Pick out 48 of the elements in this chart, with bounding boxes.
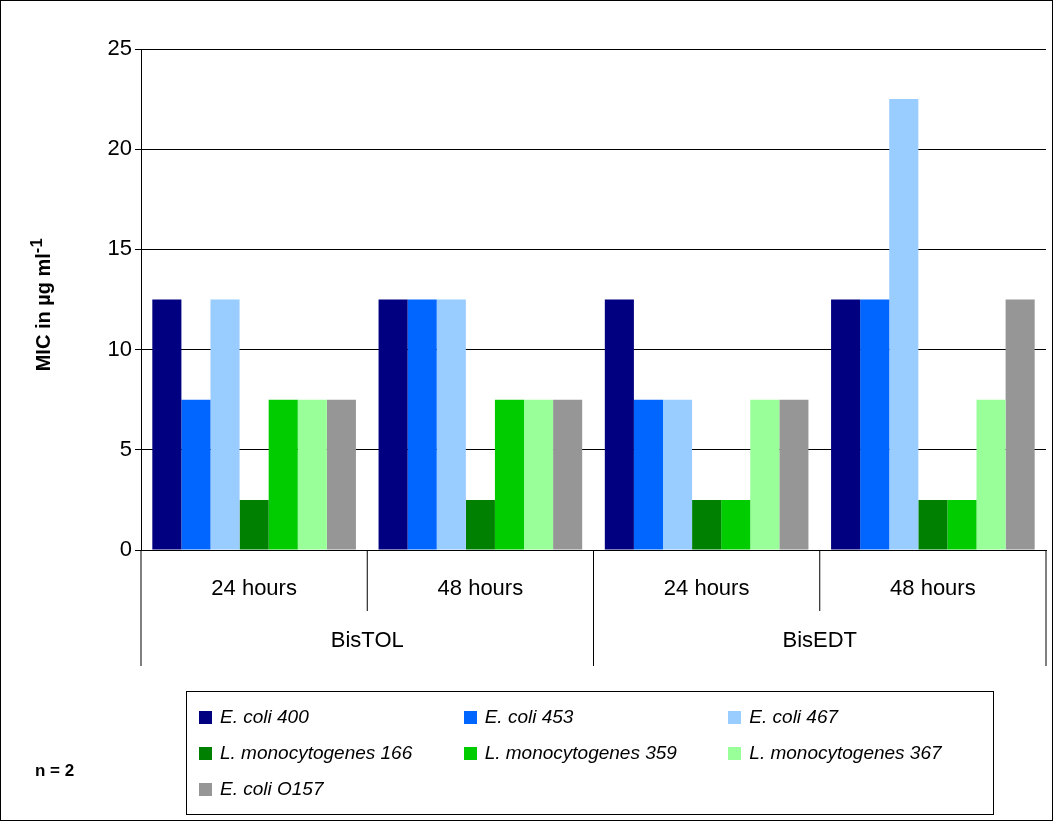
bar xyxy=(181,399,211,550)
text: n = 2 xyxy=(35,761,75,781)
x-tick-label: 48 hours xyxy=(890,575,976,601)
y-tick-label: 25 xyxy=(107,35,132,61)
x-tick-label: 48 hours xyxy=(437,575,524,601)
y-tick-label: 5 xyxy=(119,435,132,461)
bar xyxy=(239,499,269,550)
bar xyxy=(407,299,437,550)
bar xyxy=(268,399,298,550)
bar xyxy=(860,299,890,550)
bar xyxy=(633,399,663,550)
legend-label: E. coli 453 xyxy=(484,706,574,728)
bar xyxy=(152,299,182,550)
text: BisEDT xyxy=(782,627,858,653)
y-tick-label: 10 xyxy=(107,335,132,361)
y-tick-label: 15 xyxy=(107,235,132,261)
x-tick-label: 24 hours xyxy=(211,575,297,601)
bar xyxy=(604,299,634,550)
legend-label: E. coli 467 xyxy=(749,706,839,728)
legend-label: L. monocytogenes 359 xyxy=(484,742,677,764)
bar xyxy=(947,499,977,550)
bar xyxy=(889,99,919,550)
bar xyxy=(662,399,693,550)
legend-label: E. coli 400 xyxy=(220,706,309,728)
bar xyxy=(297,399,327,550)
bar xyxy=(976,399,1006,550)
bar xyxy=(436,299,466,550)
legend-label: L. monocytogenes 367 xyxy=(749,742,942,764)
bar xyxy=(326,399,356,550)
bar xyxy=(831,299,861,550)
bar xyxy=(779,399,809,550)
bar xyxy=(1005,299,1035,550)
bar xyxy=(465,499,495,550)
bar xyxy=(721,499,751,550)
bar xyxy=(553,399,583,550)
bar xyxy=(494,399,525,550)
y-tick-label: 20 xyxy=(107,135,132,161)
legend-label: E. coli O157 xyxy=(220,778,324,800)
x-tick-label: 24 hours xyxy=(663,575,750,601)
bar xyxy=(918,499,948,550)
y-tick-label: 0 xyxy=(119,536,132,562)
bar xyxy=(692,499,722,550)
bar xyxy=(750,399,780,550)
text: BisTOL xyxy=(330,627,404,653)
bar xyxy=(378,299,408,550)
bar xyxy=(210,299,240,550)
bar xyxy=(524,399,554,550)
legend-label: L. monocytogenes 166 xyxy=(220,742,413,764)
